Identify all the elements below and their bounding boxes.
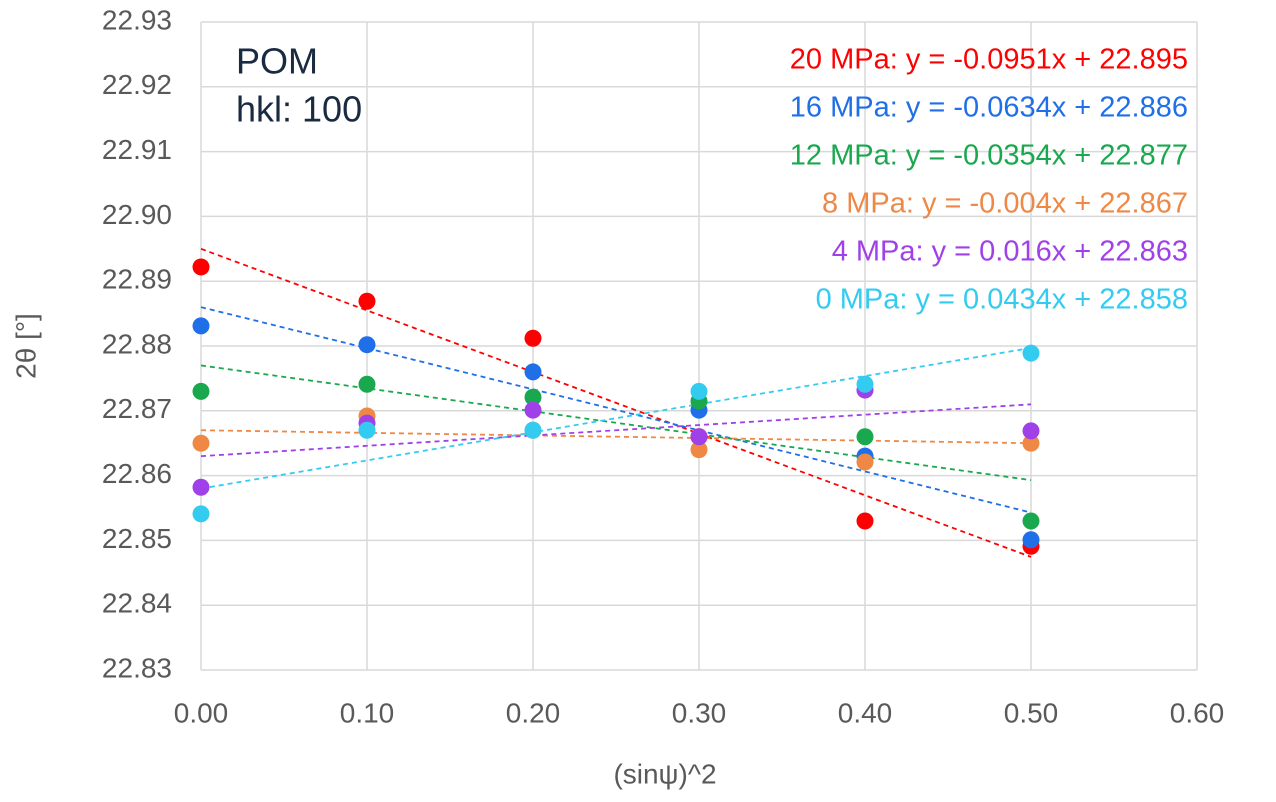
legend-entry: 20 MPa: y = -0.0951x + 22.895 xyxy=(790,44,1188,76)
marker xyxy=(192,382,210,400)
marker xyxy=(524,329,542,347)
y-tick-label: 22.90 xyxy=(102,199,172,230)
marker xyxy=(690,441,708,459)
marker xyxy=(192,317,210,335)
x-tick-label: 0.30 xyxy=(672,697,727,728)
trendline xyxy=(200,306,1032,514)
y-axis-title: 2θ [°] xyxy=(10,313,41,379)
marker xyxy=(524,421,542,439)
legend-entry: 4 MPa: y = 0.016x + 22.863 xyxy=(832,236,1188,268)
trendline xyxy=(200,364,1032,482)
marker xyxy=(192,478,210,496)
trendline xyxy=(200,429,1032,445)
legend-entry: 16 MPa: y = -0.0634x + 22.886 xyxy=(790,92,1188,124)
marker xyxy=(856,428,874,446)
marker xyxy=(358,292,376,310)
trendline xyxy=(200,403,1032,458)
y-tick-label: 22.93 xyxy=(102,4,172,35)
y-tick-label: 22.85 xyxy=(102,523,172,554)
marker xyxy=(1022,344,1040,362)
y-tick-label: 22.88 xyxy=(102,328,172,359)
y-tick-label: 22.91 xyxy=(102,134,172,165)
y-tick-label: 22.89 xyxy=(102,264,172,295)
marker xyxy=(856,375,874,393)
marker xyxy=(856,512,874,530)
y-tick-label: 22.84 xyxy=(102,588,172,619)
marker xyxy=(524,388,542,406)
x-tick-label: 0.40 xyxy=(838,697,893,728)
y-tick-label: 22.86 xyxy=(102,458,172,489)
legend-entry: 12 MPa: y = -0.0354x + 22.877 xyxy=(790,140,1188,172)
marker xyxy=(358,375,376,393)
marker xyxy=(1022,422,1040,440)
marker xyxy=(192,258,210,276)
x-tick-label: 0.20 xyxy=(506,697,561,728)
marker xyxy=(524,363,542,381)
marker xyxy=(358,421,376,439)
y-tick-label: 22.83 xyxy=(102,652,172,683)
marker xyxy=(1022,531,1040,549)
x-tick-label: 0.60 xyxy=(1170,697,1225,728)
x-tick-label: 0.10 xyxy=(340,697,395,728)
legend-entry: 8 MPa: y = -0.004x + 22.867 xyxy=(822,188,1188,220)
marker xyxy=(1022,434,1040,452)
y-tick-label: 22.87 xyxy=(102,393,172,424)
marker xyxy=(358,336,376,354)
marker xyxy=(192,434,210,452)
x-tick-label: 0.50 xyxy=(1004,697,1059,728)
y-tick-label: 22.92 xyxy=(102,69,172,100)
marker xyxy=(524,401,542,419)
annotation: hkl: 100 xyxy=(236,89,362,130)
marker xyxy=(690,382,708,400)
marker xyxy=(1022,512,1040,530)
x-tick-label: 0.00 xyxy=(174,697,229,728)
x-axis-title: (sinψ)^2 xyxy=(613,758,716,789)
legend-entry: 0 MPa: y = 0.0434x + 22.858 xyxy=(816,284,1188,316)
trendline xyxy=(200,247,1032,558)
marker xyxy=(192,505,210,523)
marker xyxy=(690,428,708,446)
trendline xyxy=(200,347,1032,490)
marker xyxy=(856,453,874,471)
annotation: POM xyxy=(236,41,318,82)
